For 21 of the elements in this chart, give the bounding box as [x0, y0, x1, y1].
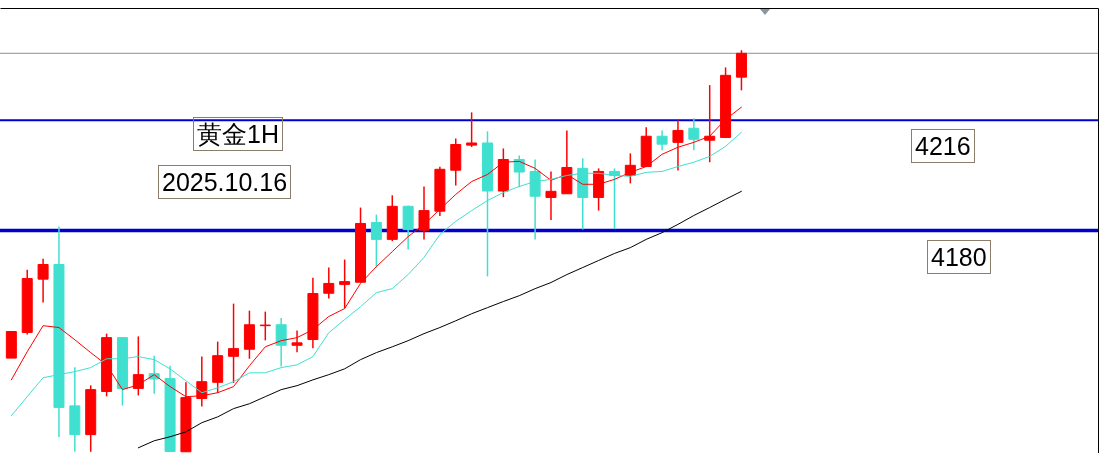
candlestick	[466, 111, 478, 148]
candlestick	[513, 154, 525, 189]
candlestick	[672, 119, 684, 172]
candlestick	[688, 117, 700, 152]
candlestick	[402, 204, 414, 251]
text: 黄金1H	[193, 117, 283, 151]
candlestick	[259, 310, 271, 342]
annotation: 2025.10.16	[158, 165, 292, 199]
candlestick	[228, 302, 240, 384]
candlestick	[370, 213, 382, 269]
candlestick	[291, 329, 303, 354]
candlestick	[418, 185, 430, 241]
candlestick	[339, 258, 351, 309]
candlestick	[656, 129, 668, 152]
candlestick	[545, 170, 557, 221]
ref-line-label: 4216	[911, 129, 975, 164]
candlestick	[37, 257, 49, 304]
candlestick	[735, 49, 747, 92]
candlestick	[275, 317, 287, 368]
ref-line-label: 4180	[927, 239, 991, 274]
candlestick	[323, 266, 335, 300]
